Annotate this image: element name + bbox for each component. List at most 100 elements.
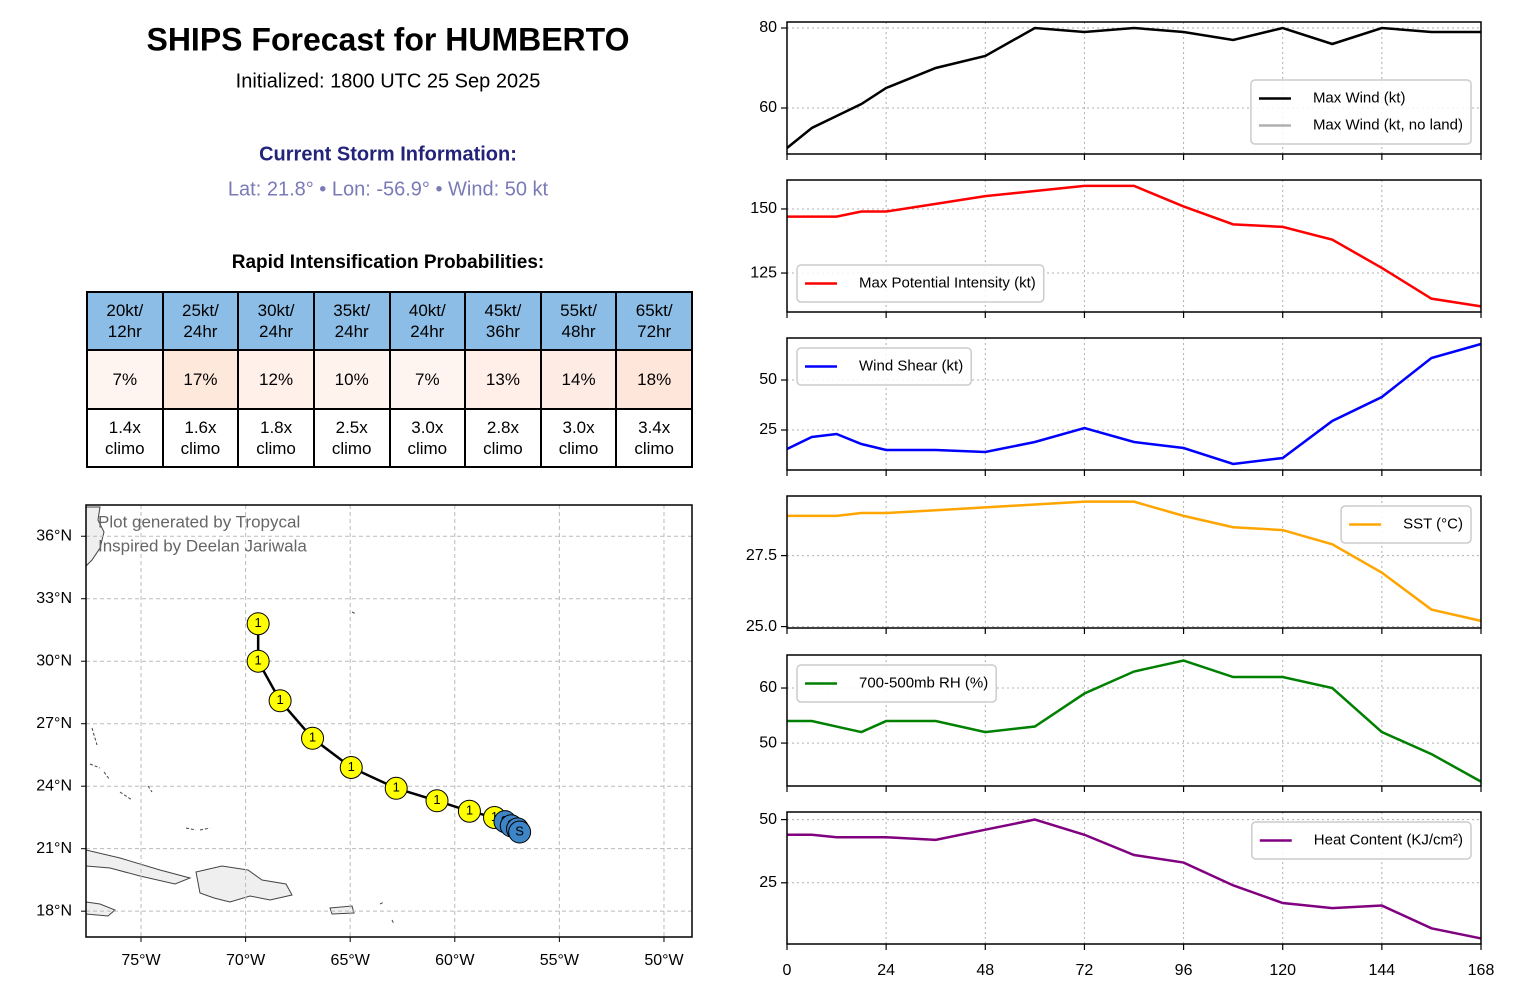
series-line bbox=[787, 818, 1482, 940]
y-tick-label: 50 bbox=[759, 371, 777, 388]
legend-label: Wind Shear (kt) bbox=[859, 357, 963, 374]
legend-box bbox=[796, 664, 997, 703]
y-tick-label: 125 bbox=[750, 264, 777, 281]
track-point bbox=[339, 755, 363, 779]
x-tick-label: 96 bbox=[1175, 962, 1193, 979]
y-tick-label: 60 bbox=[759, 99, 777, 116]
track-point bbox=[246, 612, 270, 636]
series-line bbox=[787, 659, 1482, 783]
series-line bbox=[787, 184, 1482, 308]
panel-frame bbox=[786, 337, 1482, 471]
y-tick-label: 25 bbox=[759, 874, 777, 891]
track-label: 1 bbox=[491, 809, 498, 824]
y-tick-label: 18°N bbox=[36, 902, 72, 919]
x-tick-label: 60°W bbox=[435, 952, 475, 969]
legend: Max Potential Intensity (kt) bbox=[796, 264, 1045, 303]
table-cell: 2.8x climo bbox=[464, 408, 542, 468]
table-cell: 3.0x climo bbox=[388, 408, 467, 468]
table-cell: 3.0x climo bbox=[539, 408, 618, 468]
table-cell: 10% bbox=[312, 349, 391, 410]
y-tick-label: 25 bbox=[759, 421, 777, 438]
table-cell: 2.5x climo bbox=[312, 408, 391, 468]
table-cell: 35kt/ 24hr bbox=[312, 291, 391, 351]
panel-frame bbox=[786, 495, 1482, 629]
series-line bbox=[787, 500, 1482, 623]
table-cell: 3.4x climo bbox=[615, 408, 693, 468]
y-tick-label: 24°N bbox=[36, 777, 72, 794]
subtitle: Initialized: 1800 UTC 25 Sep 2025 bbox=[236, 70, 541, 92]
track-point bbox=[425, 789, 449, 813]
ri-heading: Rapid Intensification Probabilities: bbox=[232, 252, 544, 273]
x-tick-label: 120 bbox=[1269, 962, 1296, 979]
table-row: 1.4x climo 1.6x climo 1.8x climo 2.5x climo… bbox=[86, 408, 693, 468]
storm-heading: Current Storm Information: bbox=[259, 143, 517, 165]
y-tick-label: 150 bbox=[750, 200, 777, 217]
table-cell: 7% bbox=[388, 349, 467, 410]
track-label: S bbox=[515, 823, 524, 838]
y-tick-label: 27.5 bbox=[746, 547, 777, 564]
legend-label: Max Wind (kt) bbox=[1313, 89, 1406, 106]
y-tick-label: 60 bbox=[759, 679, 777, 696]
table-cell: 1.4x climo bbox=[86, 408, 164, 468]
table-cell: 13% bbox=[464, 349, 542, 410]
legend-label: Max Wind (kt, no land) bbox=[1313, 116, 1463, 133]
x-tick-label: 75°W bbox=[121, 952, 161, 969]
legend-box bbox=[1250, 79, 1472, 145]
legend-box bbox=[1251, 821, 1472, 860]
land bbox=[86, 506, 395, 925]
track-point bbox=[301, 726, 325, 750]
y-tick-label: 50 bbox=[759, 734, 777, 751]
series-line bbox=[786, 342, 1482, 466]
legend-box bbox=[1340, 505, 1472, 544]
track-point bbox=[246, 649, 270, 673]
y-tick-label: 25.0 bbox=[746, 618, 777, 635]
table-cell: 12% bbox=[237, 349, 315, 410]
panel-frame bbox=[786, 811, 1482, 945]
legend-label: Max Potential Intensity (kt) bbox=[859, 274, 1036, 291]
table-cell: 14% bbox=[539, 349, 618, 410]
annotation: Plot generated by Tropycal bbox=[98, 512, 300, 531]
table-row: 7% 17% 12% 10% 7% 13% 14% 18% bbox=[86, 349, 693, 410]
x-tick-label: 168 bbox=[1468, 962, 1495, 979]
track-point bbox=[508, 820, 532, 844]
title: SHIPS Forecast for HUMBERTO bbox=[146, 21, 629, 57]
table-cell: 25kt/ 24hr bbox=[161, 291, 240, 351]
x-tick-label: 24 bbox=[877, 962, 895, 979]
track-point bbox=[384, 776, 408, 800]
legend-label: SST (°C) bbox=[1403, 515, 1463, 532]
x-tick-label: 72 bbox=[1076, 962, 1094, 979]
panel-frame bbox=[786, 654, 1482, 787]
table-cell: 55kt/ 48hr bbox=[539, 291, 618, 351]
legend-box bbox=[796, 347, 972, 386]
track-label: 1 bbox=[433, 792, 440, 807]
track-label: 1 bbox=[255, 653, 262, 668]
legend-label: Heat Content (KJ/cm²) bbox=[1314, 831, 1463, 848]
panel-frame bbox=[786, 21, 1482, 155]
ri-table: 20kt/ 12hr 25kt/ 24hr 30kt/ 24hr 35kt/ 24hr… bbox=[86, 291, 693, 468]
y-tick-label: 80 bbox=[759, 19, 777, 36]
annotation: Inspired by Deelan Jariwala bbox=[98, 536, 307, 555]
y-tick-label: 30°N bbox=[36, 652, 72, 669]
y-tick-label: 36°N bbox=[36, 527, 72, 544]
table: 20kt/ 12hr 25kt/ 24hr 30kt/ 24hr 35kt/ 24hr… bbox=[86, 291, 693, 468]
table-cell: 65kt/ 72hr bbox=[615, 291, 693, 351]
legend: Heat Content (KJ/cm²) bbox=[1251, 821, 1472, 860]
table-cell: 45kt/ 36hr bbox=[464, 291, 542, 351]
panel-frame bbox=[786, 179, 1482, 313]
table-cell: 1.6x climo bbox=[161, 408, 240, 468]
legend-label: 700-500mb RH (%) bbox=[859, 674, 988, 691]
table-cell: 1.8x climo bbox=[237, 408, 315, 468]
legend: SST (°C) bbox=[1340, 505, 1472, 544]
track-label: 1 bbox=[255, 615, 262, 630]
series-line bbox=[786, 26, 1481, 149]
y-tick-label: 33°N bbox=[36, 590, 72, 607]
table-cell: 7% bbox=[86, 349, 164, 410]
x-tick-label: 0 bbox=[783, 962, 792, 979]
x-tick-label: 70°W bbox=[226, 952, 266, 969]
track-point bbox=[268, 689, 292, 713]
legend: 700-500mb RH (%) bbox=[796, 664, 997, 703]
y-tick-label: 21°N bbox=[36, 840, 72, 857]
x-tick-label: 48 bbox=[976, 962, 994, 979]
y-tick-label: 50 bbox=[759, 811, 777, 828]
